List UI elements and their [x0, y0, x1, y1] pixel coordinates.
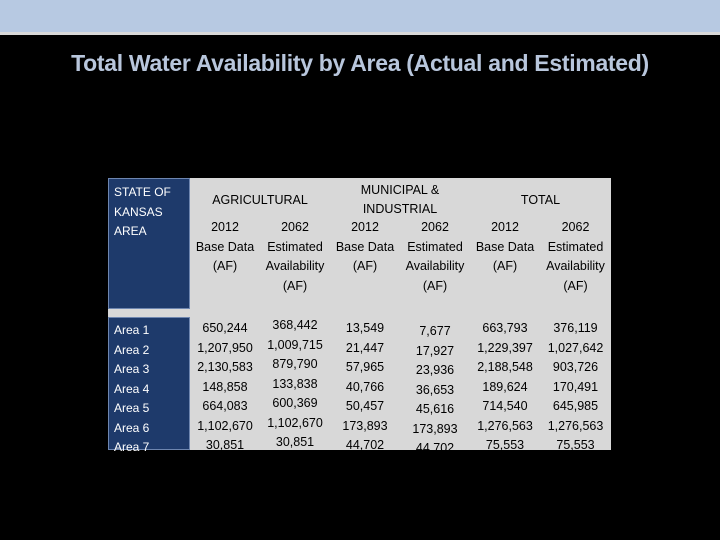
subheader-total-2012: 2012 Base Data (AF) — [470, 218, 540, 277]
subheader-line: Availability — [265, 259, 325, 273]
column-mi-2062: 7,677 17,927 23,936 36,653 45,616 173,89… — [400, 322, 470, 459]
area-label: Area 5 — [114, 401, 150, 415]
table-cell: 173,893 — [342, 418, 388, 433]
area-label: Area 3 — [114, 362, 150, 376]
subheader-line: 2062 — [561, 220, 590, 234]
table-cell: 30,851 — [205, 438, 245, 452]
table-cell: 600,369 — [272, 396, 318, 410]
table-cell: 40,766 — [345, 379, 385, 394]
subheader-line: (AF) — [422, 278, 448, 293]
column-ag-2012: 650,244 1,207,950 2,130,583 148,858 664,… — [190, 319, 260, 456]
table-cell: 44,702 — [345, 438, 385, 452]
subheader-mi-2012: 2012 Base Data (AF) — [330, 218, 400, 277]
subheader-line: Availability — [405, 259, 465, 273]
table-cell: 879,790 — [272, 357, 318, 371]
subheader-line: Estimated — [267, 239, 323, 254]
table-cell: 650,244 — [202, 321, 248, 335]
table-cell: 368,442 — [272, 318, 318, 332]
area-label: Area 1 — [114, 323, 150, 337]
slide-title: Total Water Availability by Area (Actual… — [71, 50, 649, 76]
table-cell: 1,207,950 — [197, 340, 253, 355]
table-cell: 2,130,583 — [197, 360, 253, 374]
table-cell: 21,447 — [345, 340, 385, 355]
table-cell: 189,624 — [482, 379, 528, 394]
table-cell: 173,893 — [412, 421, 458, 436]
subheader-line: (AF) — [492, 259, 518, 273]
table-cell: 30,851 — [275, 435, 315, 449]
subheader-line: (AF) — [352, 259, 378, 273]
table-cell: 13,549 — [345, 321, 385, 335]
subheader-line: 2012 — [211, 220, 239, 234]
subheader-line: Availability — [546, 259, 605, 273]
subheader-line: 2012 — [351, 220, 379, 234]
table-cell: 1,102,670 — [197, 418, 253, 433]
table-cell: 645,985 — [552, 399, 599, 413]
column-total-2062: 376,119 1,027,642 903,726 170,491 645,98… — [540, 319, 611, 456]
area-label: Area 6 — [114, 420, 150, 435]
corner-label-line: KANSAS — [114, 204, 163, 219]
table-cell: 2,188,548 — [477, 360, 533, 374]
table-cell: 1,276,563 — [547, 418, 604, 433]
table-cell: 663,793 — [482, 321, 528, 335]
table-cell: 1,027,642 — [547, 340, 604, 355]
table-cell: 664,083 — [202, 399, 248, 413]
group-header-agricultural: AGRICULTURAL — [212, 192, 308, 207]
top-divider — [0, 32, 720, 35]
subheader-ag-2062: 2062 Estimated Availability (AF) — [260, 218, 330, 296]
table-cell: 75,553 — [556, 438, 595, 452]
table-cell: 45,616 — [415, 402, 455, 416]
table-cell: 75,553 — [485, 438, 525, 452]
table-cell: 23,936 — [415, 363, 455, 377]
group-header-municipal-industrial: MUNICIPAL & INDUSTRIAL — [330, 180, 470, 220]
water-availability-table: STATE OF KANSAS AREA Area 1 Area 2 Area … — [108, 178, 611, 455]
table-cell: 170,491 — [552, 379, 599, 394]
table-cell: 148,858 — [202, 379, 248, 394]
subheader-line: (AF) — [563, 278, 588, 293]
subheader-line: 2062 — [281, 220, 309, 234]
table-cell: 133,838 — [272, 376, 318, 391]
subheader-line: 2062 — [421, 220, 449, 234]
corner-label: STATE OF KANSAS AREA — [114, 183, 188, 242]
table-cell: 17,927 — [415, 343, 455, 358]
corner-label-line: AREA — [114, 224, 147, 238]
subheader-line: 2012 — [491, 220, 519, 234]
table-cell: 44,702 — [415, 441, 455, 455]
subheader-mi-2062: 2062 Estimated Availability (AF) — [400, 218, 470, 296]
column-ag-2062: 368,442 1,009,715 879,790 133,838 600,36… — [260, 316, 330, 453]
subheader-ag-2012: 2012 Base Data (AF) — [190, 218, 260, 277]
area-label: Area 7 — [114, 440, 150, 454]
row-label-column: STATE OF KANSAS AREA Area 1 Area 2 Area … — [108, 178, 190, 454]
table-cell: 7,677 — [419, 324, 451, 338]
area-label: Area 2 — [114, 342, 150, 357]
table-cell: 1,276,563 — [477, 418, 533, 433]
corner-label-line: STATE OF — [114, 185, 171, 199]
table-cell: 903,726 — [552, 360, 599, 374]
table-cell: 1,229,397 — [477, 340, 533, 355]
table-cell: 1,009,715 — [267, 337, 323, 352]
area-labels: Area 1 Area 2 Area 3 Area 4 Area 5 Area … — [108, 317, 190, 454]
table-cell: 36,653 — [415, 382, 455, 397]
table-cell: 57,965 — [345, 360, 385, 374]
area-label: Area 4 — [114, 381, 150, 396]
data-grid: AGRICULTURAL MUNICIPAL & INDUSTRIAL TOTA… — [190, 178, 611, 455]
table-cell: 50,457 — [345, 399, 385, 413]
top-bar — [0, 0, 720, 32]
column-total-2012: 663,793 1,229,397 2,188,548 189,624 714,… — [470, 319, 540, 456]
subheader-line: Estimated — [547, 239, 604, 254]
group-header-label: MUNICIPAL & INDUSTRIAL — [360, 183, 440, 216]
subheader-line: (AF) — [212, 259, 238, 273]
corner-header: STATE OF KANSAS AREA — [108, 178, 190, 309]
subheader-total-2062: 2062 Estimated Availability (AF) — [540, 218, 611, 296]
table-gap — [108, 309, 611, 317]
subheader-line: Base Data — [335, 239, 395, 254]
subheader-line: Estimated — [407, 239, 463, 254]
table-cell: 376,119 — [553, 321, 598, 335]
subheader-line: (AF) — [282, 278, 308, 293]
subheader-line: Base Data — [195, 239, 255, 254]
column-mi-2012: 13,549 21,447 57,965 40,766 50,457 173,8… — [330, 319, 400, 456]
subheader-line: Base Data — [475, 239, 535, 254]
table-cell: 714,540 — [482, 399, 528, 413]
group-header-total: TOTAL — [520, 192, 561, 207]
table-cell: 1,102,670 — [267, 415, 323, 430]
